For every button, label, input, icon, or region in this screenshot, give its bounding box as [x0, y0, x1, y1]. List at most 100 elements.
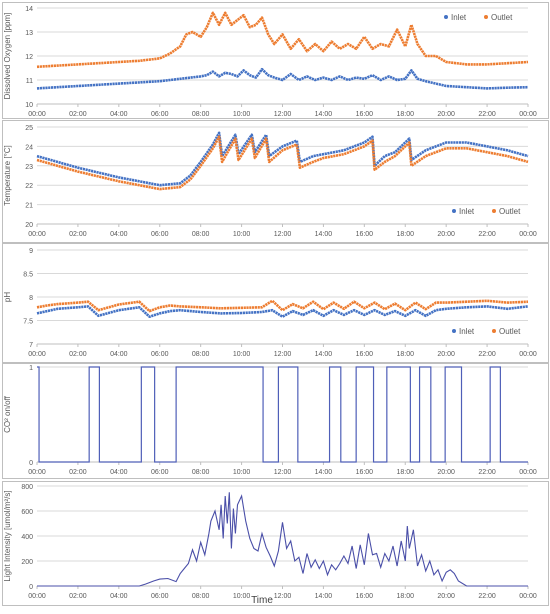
y-tick-label: 14 — [25, 6, 33, 13]
x-tick-label: 02:00 — [69, 593, 87, 600]
legend-marker-inlet — [452, 209, 456, 213]
x-tick-label: 14:00 — [315, 111, 333, 118]
y-tick-label: 7.5 — [23, 319, 33, 326]
x-tick-label: 02:00 — [69, 111, 87, 118]
y-axis-label: Dissolved Oxygen [ppm] — [3, 13, 12, 100]
chart-panel-4: 1 0 00:00 02:00 04:00 06:00 08:00 10:00 12:00 14:… — [2, 362, 549, 479]
x-tick-label: 00:00 — [28, 231, 46, 238]
legend-label-inlet: Inlet — [451, 13, 467, 22]
x-tick-label: 10:00 — [233, 351, 251, 358]
x-tick-label: 20:00 — [437, 351, 455, 358]
x-tick-label: 10:00 — [233, 111, 251, 118]
y-tick-label: 11 — [26, 78, 33, 85]
x-tick-label: 16:00 — [356, 469, 374, 476]
chart-panel-3: 9 8.5 8 7.5 7 00:00 02:00 04:00 06:00 08:00 10:00 1… — [2, 243, 549, 364]
y-tick-label: 25 — [25, 125, 33, 132]
y-axis-label: Temperature [°C] — [3, 145, 12, 206]
panel-border — [2, 243, 549, 364]
y-tick-label: 8 — [29, 295, 33, 302]
x-tick-label: 02:00 — [69, 231, 87, 238]
legend-marker-outlet — [492, 329, 496, 333]
x-tick-label: 08:00 — [192, 111, 210, 118]
x-tick-label: 12:00 — [274, 469, 292, 476]
y-tick-label: 0 — [29, 460, 33, 467]
co2-step-line — [37, 366, 528, 463]
legend-label-inlet: Inlet — [459, 327, 475, 336]
y-tick-label: 20 — [25, 222, 33, 229]
y-tick-label: 7 — [29, 342, 33, 349]
y-axis-label: Light Intensity [umol/m²/s] — [3, 490, 12, 581]
y-tick-label: 22 — [25, 183, 33, 190]
x-tick-label: 12:00 — [274, 593, 292, 600]
x-tick-label: 20:00 — [437, 469, 455, 476]
x-tick-label: 04:00 — [110, 351, 128, 358]
x-tick-label: 16:00 — [356, 231, 374, 238]
legend-label-outlet: Outlet — [499, 207, 521, 216]
x-tick-label: 18:00 — [396, 111, 414, 118]
x-tick-label: 06:00 — [151, 111, 169, 118]
x-tick-label: 18:00 — [396, 593, 414, 600]
x-tick-label: 18:00 — [396, 231, 414, 238]
x-tick-label: 04:00 — [110, 469, 128, 476]
x-tick-label: 08:00 — [192, 231, 210, 238]
x-tick-label: 22:00 — [478, 351, 496, 358]
panel-border — [2, 362, 549, 479]
x-tick-label: 12:00 — [274, 231, 292, 238]
x-tick-label: 00:00 — [28, 351, 46, 358]
x-tick-label: 12:00 — [274, 111, 292, 118]
x-tick-label: 00:00 — [519, 111, 537, 118]
x-tick-label: 10:00 — [233, 593, 251, 600]
x-tick-label: 00:00 — [28, 469, 46, 476]
y-tick-label: 600 — [21, 509, 33, 516]
x-tick-label: 20:00 — [437, 231, 455, 238]
y-tick-label: 400 — [21, 534, 33, 541]
x-tick-label: 16:00 — [356, 111, 374, 118]
legend-marker-outlet — [484, 15, 488, 19]
series-inlet-markers — [36, 305, 529, 318]
x-tick-label: 04:00 — [110, 593, 128, 600]
x-tick-label: 04:00 — [110, 231, 128, 238]
y-tick-label: 200 — [21, 559, 33, 566]
x-tick-label: 16:00 — [356, 351, 374, 358]
chart-panel-2: 25 24 23 22 21 20 00:00 02:00 04:00 06:00 08:00 10:… — [2, 120, 549, 243]
x-tick-label: 00:00 — [519, 231, 537, 238]
x-tick-label: 14:00 — [315, 469, 333, 476]
y-tick-label: 23 — [25, 164, 33, 171]
series-inlet-markers — [36, 131, 529, 187]
y-tick-label: 12 — [25, 54, 33, 61]
x-tick-label: 16:00 — [356, 593, 374, 600]
x-tick-label: 06:00 — [151, 231, 169, 238]
y-tick-label: 21 — [25, 203, 33, 210]
x-tick-label: 14:00 — [315, 231, 333, 238]
x-tick-label: 22:00 — [478, 469, 496, 476]
x-tick-label: 10:00 — [233, 469, 251, 476]
x-tick-label: 06:00 — [151, 351, 169, 358]
y-tick-label: 0 — [29, 584, 33, 591]
x-axis-title: Time — [251, 595, 273, 606]
x-tick-label: 02:00 — [69, 351, 87, 358]
x-tick-label: 02:00 — [69, 469, 87, 476]
y-tick-label: 13 — [25, 30, 33, 37]
series-outlet-markers — [36, 135, 529, 191]
legend-marker-inlet — [452, 329, 456, 333]
x-tick-label: 14:00 — [315, 351, 333, 358]
x-tick-label: 06:00 — [151, 469, 169, 476]
panel-border — [2, 120, 549, 243]
series-outlet-markers — [36, 299, 529, 313]
x-tick-label: 06:00 — [151, 593, 169, 600]
y-tick-label: 24 — [25, 144, 33, 151]
x-tick-label: 04:00 — [110, 111, 128, 118]
x-tick-label: 00:00 — [519, 593, 537, 600]
y-axis-label: pH — [3, 292, 12, 302]
x-tick-label: 18:00 — [396, 469, 414, 476]
x-tick-label: 22:00 — [478, 593, 496, 600]
x-tick-label: 00:00 — [28, 593, 46, 600]
panel-border — [2, 2, 549, 119]
x-tick-label: 18:00 — [396, 351, 414, 358]
x-tick-label: 20:00 — [437, 593, 455, 600]
legend-marker-outlet — [492, 209, 496, 213]
x-tick-label: 00:00 — [519, 469, 537, 476]
legend-label-inlet: Inlet — [459, 207, 475, 216]
y-tick-label: 10 — [25, 102, 33, 109]
